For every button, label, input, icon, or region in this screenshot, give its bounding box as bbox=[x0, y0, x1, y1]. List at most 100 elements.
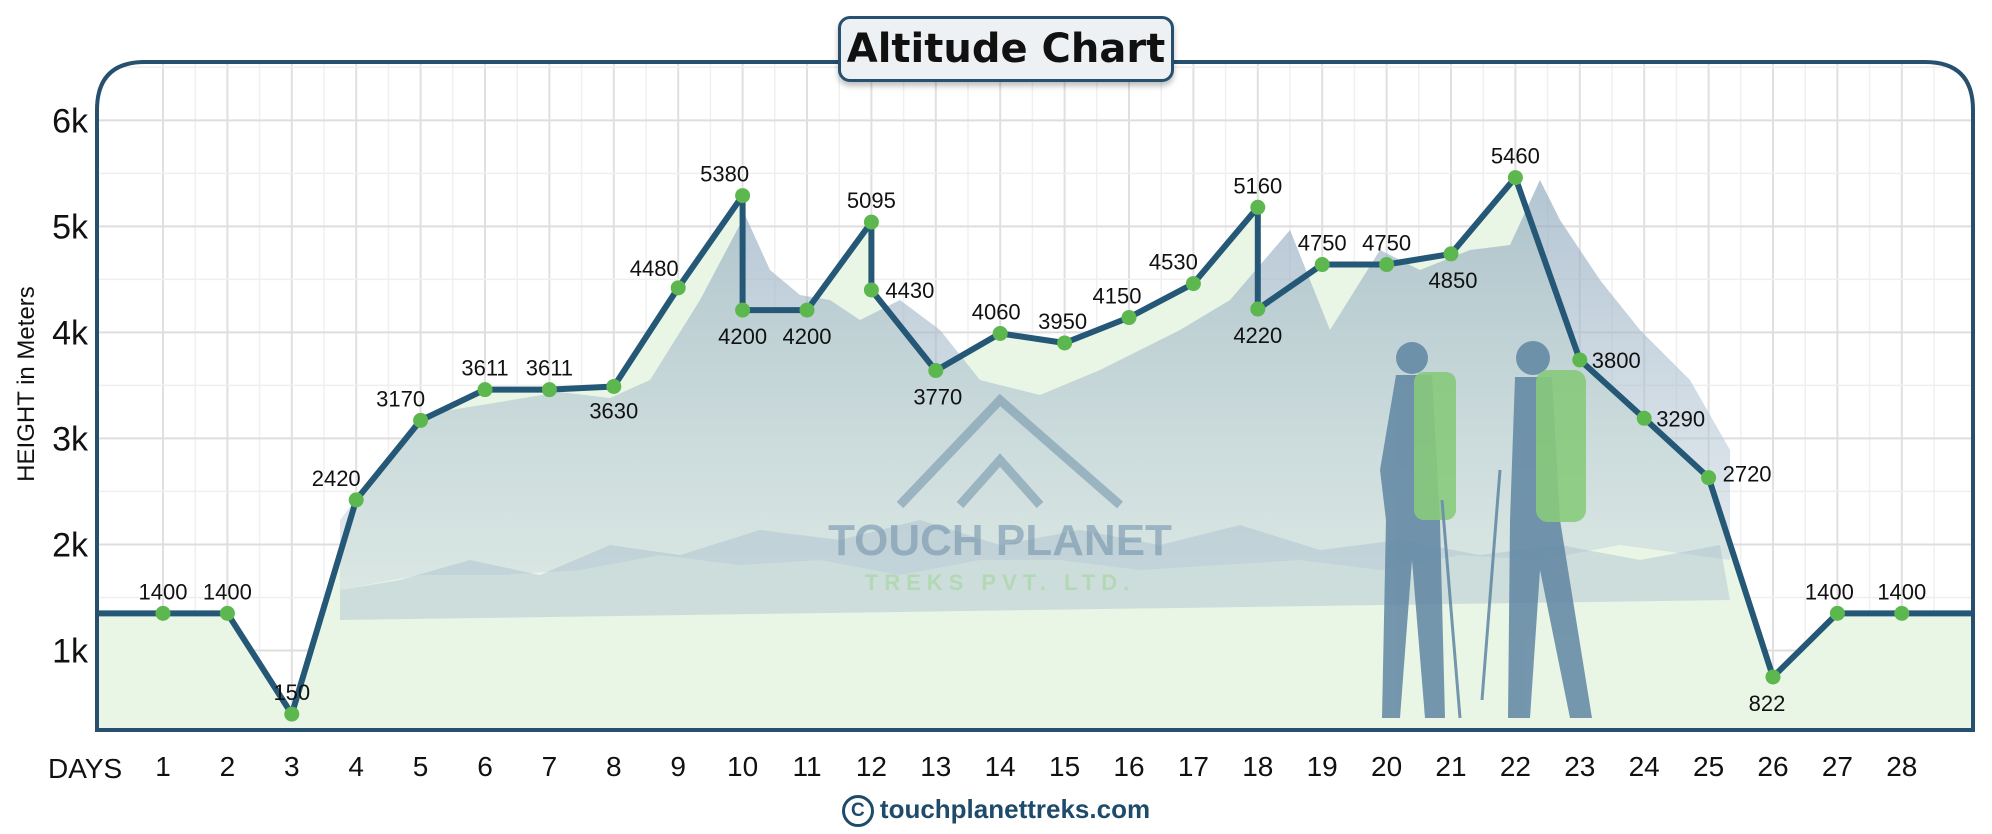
y-tick-label: 2k bbox=[52, 526, 89, 564]
data-label: 4480 bbox=[630, 256, 679, 281]
data-point-marker bbox=[1443, 246, 1459, 262]
footer-website: touchplanettreks.com bbox=[879, 794, 1151, 824]
data-point-marker bbox=[606, 378, 622, 394]
data-point-marker bbox=[541, 382, 557, 398]
data-label: 5160 bbox=[1233, 173, 1282, 198]
x-tick-label: 9 bbox=[670, 751, 686, 782]
data-label: 4060 bbox=[972, 299, 1021, 324]
data-label: 4750 bbox=[1298, 231, 1347, 256]
x-tick-label: 25 bbox=[1693, 751, 1724, 782]
x-tick-label: 28 bbox=[1886, 751, 1917, 782]
data-point-marker bbox=[1894, 605, 1910, 621]
y-tick-label: 3k bbox=[52, 420, 89, 458]
x-tick-label: 22 bbox=[1500, 751, 1531, 782]
data-point-marker bbox=[348, 492, 364, 508]
data-label: 1400 bbox=[1805, 579, 1854, 604]
data-label: 5095 bbox=[847, 188, 896, 213]
x-tick-label: 16 bbox=[1113, 751, 1144, 782]
data-label: 4850 bbox=[1429, 268, 1478, 293]
markers bbox=[155, 170, 1910, 722]
data-label: 3170 bbox=[376, 386, 425, 411]
data-point-marker bbox=[1057, 335, 1073, 351]
data-label: 4750 bbox=[1362, 231, 1411, 256]
data-point-marker bbox=[863, 214, 879, 230]
chart-title: Altitude Chart bbox=[846, 26, 1166, 72]
data-point-marker bbox=[219, 605, 235, 621]
data-label: 1400 bbox=[139, 579, 188, 604]
plot-frame bbox=[95, 60, 1975, 732]
data-label: 5460 bbox=[1491, 144, 1540, 169]
data-point-marker bbox=[1314, 257, 1330, 273]
watermark-line2: TREKS PVT. LTD. bbox=[865, 570, 1136, 595]
data-point-marker bbox=[1507, 170, 1523, 186]
data-point-marker bbox=[477, 382, 493, 398]
x-tick-label: 4 bbox=[348, 751, 364, 782]
watermark-line1: TOUCH PLANET bbox=[828, 516, 1172, 565]
y-tick-label: 1k bbox=[52, 632, 89, 670]
y-tick-label: 5k bbox=[52, 208, 89, 246]
data-point-marker bbox=[1829, 605, 1845, 621]
x-tick-label: 6 bbox=[477, 751, 493, 782]
x-tick-label: 5 bbox=[413, 751, 429, 782]
x-tick-label: 27 bbox=[1822, 751, 1853, 782]
x-tick-label: 1 bbox=[155, 751, 171, 782]
data-label: 3611 bbox=[526, 356, 573, 381]
x-tick-label: 21 bbox=[1435, 751, 1466, 782]
x-tick-label: 19 bbox=[1307, 751, 1338, 782]
data-label: 2720 bbox=[1723, 462, 1772, 487]
data-point-marker bbox=[1250, 301, 1266, 317]
data-point-marker bbox=[735, 302, 751, 318]
data-label: 3630 bbox=[589, 398, 638, 423]
watermark: TOUCH PLANET TREKS PVT. LTD. bbox=[828, 393, 1172, 595]
copyright-icon: C bbox=[841, 795, 874, 828]
x-tick-label: 3 bbox=[284, 751, 300, 782]
data-label: 5380 bbox=[700, 162, 749, 187]
x-tick-label: 10 bbox=[727, 751, 758, 782]
data-label: 822 bbox=[1749, 691, 1786, 716]
data-label: 4150 bbox=[1093, 284, 1142, 309]
data-label: 4430 bbox=[885, 278, 934, 303]
x-tick-label: 14 bbox=[985, 751, 1016, 782]
data-point-marker bbox=[1379, 257, 1395, 273]
y-axis-title: HEIGHT in Meters bbox=[13, 286, 40, 482]
x-tick-label: 13 bbox=[920, 751, 951, 782]
x-tick-label: 20 bbox=[1371, 751, 1402, 782]
chart-title-box: Altitude Chart bbox=[838, 16, 1174, 82]
data-point-marker bbox=[1701, 470, 1717, 486]
data-label: 1400 bbox=[1877, 579, 1926, 604]
data-label: 3290 bbox=[1656, 406, 1705, 431]
mountain-ridge bbox=[340, 520, 1730, 620]
data-label: 3800 bbox=[1592, 348, 1641, 373]
data-point-marker bbox=[413, 412, 429, 428]
x-tick-label: 7 bbox=[542, 751, 558, 782]
x-tick-label: 8 bbox=[606, 751, 622, 782]
data-label: 4200 bbox=[783, 324, 832, 349]
x-tick-label: 23 bbox=[1564, 751, 1595, 782]
y-axis: 1k 2k 3k 4k 5k 6k bbox=[52, 102, 89, 670]
data-label: 3950 bbox=[1038, 309, 1087, 334]
x-tick-label: 17 bbox=[1178, 751, 1209, 782]
y-tick-label: 4k bbox=[52, 314, 89, 352]
data-point-marker bbox=[155, 605, 171, 621]
x-tick-label: 18 bbox=[1242, 751, 1273, 782]
data-label: 4200 bbox=[718, 324, 767, 349]
x-tick-label: 24 bbox=[1629, 751, 1660, 782]
data-point-marker bbox=[799, 302, 815, 318]
x-axis: DAYS 1 2 3 4 5 6 7 8 9 10 11 12 13 14 15 16 17 18 19 20 21 22… bbox=[48, 751, 1917, 784]
data-point-marker bbox=[1250, 199, 1266, 215]
x-tick-label: 26 bbox=[1757, 751, 1788, 782]
x-axis-title: DAYS bbox=[48, 753, 122, 784]
x-tick-label: 12 bbox=[856, 751, 887, 782]
data-labels: 1400 1400 150 2420 3170 3611 3611 3630 4480 5380 4… bbox=[139, 144, 1927, 716]
data-point-marker bbox=[928, 363, 944, 379]
data-point-marker bbox=[1185, 276, 1201, 292]
x-tick-label: 2 bbox=[220, 751, 236, 782]
data-point-marker bbox=[670, 280, 686, 296]
data-point-marker bbox=[1765, 669, 1781, 685]
data-label: 1400 bbox=[203, 579, 252, 604]
data-label: 4220 bbox=[1233, 323, 1282, 348]
data-point-marker bbox=[1636, 410, 1652, 426]
data-label: 2420 bbox=[312, 466, 361, 491]
